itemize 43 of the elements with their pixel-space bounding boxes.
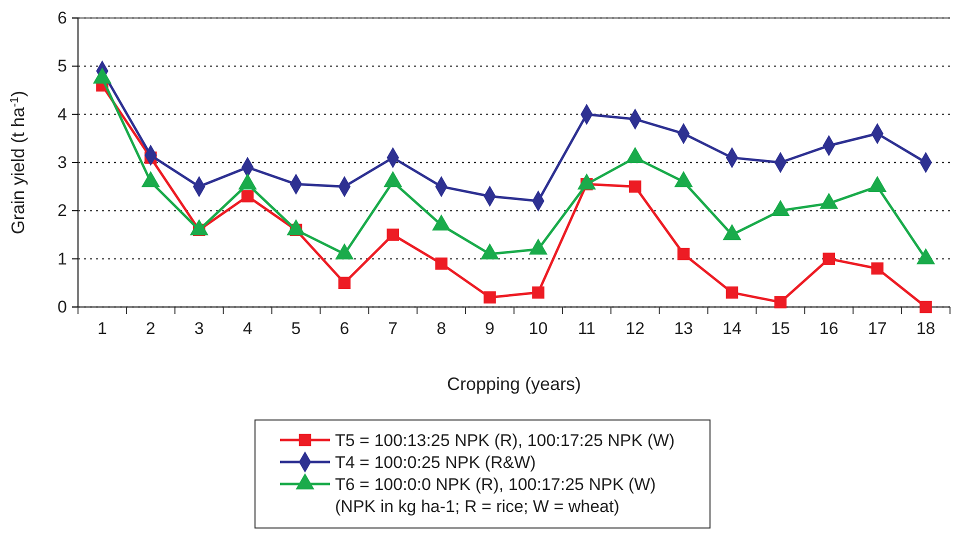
y-tick-label: 0	[58, 297, 67, 316]
point	[920, 300, 932, 314]
point	[871, 262, 884, 275]
point	[726, 286, 738, 299]
x-tick-label: 10	[528, 318, 548, 338]
point	[677, 248, 690, 260]
x-tick-label: 9	[485, 318, 495, 338]
y-tick-label: 2	[58, 201, 67, 220]
text: (NPK in kg ha-1; R = rice; W = wheat)	[335, 497, 620, 516]
point	[386, 228, 400, 241]
x-tick-label: 5	[291, 318, 301, 338]
point	[532, 286, 544, 299]
legend-label: T4 = 100:0:25 NPK (R&W)	[335, 453, 536, 472]
x-axis-title: Cropping (years)	[446, 374, 582, 394]
point	[435, 258, 448, 270]
x-tick-label: 16	[819, 318, 838, 338]
x-tick-label: 6	[340, 318, 350, 338]
x-tick-label: 1	[97, 318, 107, 338]
x-tick-label: 18	[916, 318, 936, 338]
x-tick-label: 12	[626, 318, 645, 338]
legend-label: T5 = 100:13:25 NPK (R), 100:17:25 NPK (W)	[335, 431, 675, 450]
x-tick-label: 13	[674, 318, 694, 338]
x-tick-label: 8	[436, 318, 446, 338]
x-tick-label: 3	[194, 318, 204, 338]
point	[338, 276, 351, 290]
y-tick-label: 5	[58, 56, 67, 76]
legend-label: T6 = 100:0:0 NPK (R), 100:17:25 NPK (W)	[335, 475, 656, 494]
point	[241, 190, 254, 202]
y-tick-label: 4	[58, 104, 67, 124]
point	[822, 252, 836, 265]
y-tick-label: 6	[58, 8, 67, 28]
x-tick-label: 4	[242, 318, 252, 338]
point	[774, 296, 787, 308]
y-tick-label: 3	[58, 152, 67, 172]
x-tick-label: 2	[146, 318, 156, 338]
point	[628, 180, 642, 193]
x-tick-label: 11	[578, 318, 596, 338]
point	[484, 291, 496, 304]
x-tick-label: 7	[388, 318, 398, 338]
x-tick-label: 17	[868, 318, 887, 338]
x-tick-label: 15	[770, 318, 790, 338]
x-tick-label: 14	[722, 318, 742, 338]
y-tick-label: 1	[58, 249, 67, 268]
